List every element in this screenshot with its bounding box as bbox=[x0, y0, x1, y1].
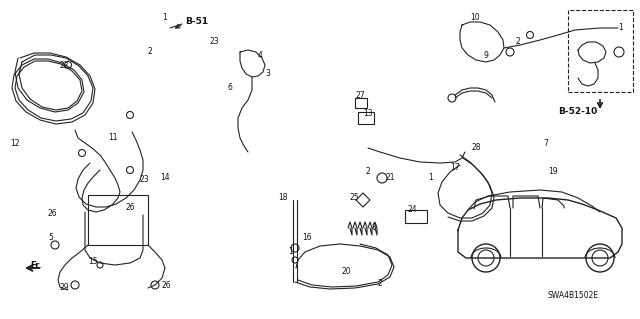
Text: 18: 18 bbox=[278, 194, 287, 203]
Text: 9: 9 bbox=[484, 50, 489, 60]
Text: 29: 29 bbox=[60, 283, 70, 292]
Text: 24: 24 bbox=[408, 205, 418, 214]
Text: 13: 13 bbox=[363, 108, 372, 117]
Text: 2: 2 bbox=[365, 167, 370, 176]
Text: 16: 16 bbox=[302, 234, 312, 242]
Text: 22: 22 bbox=[60, 61, 70, 70]
Text: 26: 26 bbox=[125, 203, 134, 211]
Text: 1: 1 bbox=[428, 174, 433, 182]
Text: 1: 1 bbox=[618, 24, 623, 33]
Text: 4: 4 bbox=[258, 50, 263, 60]
Text: 26: 26 bbox=[48, 209, 58, 218]
Text: 17: 17 bbox=[450, 162, 460, 172]
Bar bbox=[568, 10, 633, 92]
Text: 2: 2 bbox=[378, 278, 383, 287]
Text: 23: 23 bbox=[140, 175, 150, 184]
Text: Fr.: Fr. bbox=[30, 261, 42, 270]
Text: 11: 11 bbox=[108, 133, 118, 143]
Text: B-51: B-51 bbox=[185, 18, 208, 26]
Bar bbox=[355, 98, 367, 108]
Text: 21: 21 bbox=[385, 173, 394, 182]
Text: 20: 20 bbox=[342, 268, 351, 277]
Text: 23: 23 bbox=[210, 38, 220, 47]
Text: 15: 15 bbox=[88, 257, 98, 266]
Text: 26: 26 bbox=[162, 280, 172, 290]
Text: 28: 28 bbox=[472, 144, 481, 152]
Text: 1: 1 bbox=[288, 248, 292, 256]
Text: 3: 3 bbox=[265, 69, 270, 78]
Text: 5: 5 bbox=[48, 234, 53, 242]
Text: 14: 14 bbox=[160, 174, 170, 182]
Text: 27: 27 bbox=[356, 92, 365, 100]
Text: 8: 8 bbox=[372, 224, 377, 233]
Text: 7: 7 bbox=[543, 138, 548, 147]
Bar bbox=[88, 195, 148, 245]
Text: 1: 1 bbox=[162, 13, 167, 23]
Text: 19: 19 bbox=[548, 167, 557, 176]
Bar bbox=[358, 112, 374, 124]
Text: B-52-10: B-52-10 bbox=[558, 108, 597, 116]
Text: 25: 25 bbox=[350, 192, 360, 202]
Bar bbox=[405, 210, 427, 223]
Text: 12: 12 bbox=[10, 138, 19, 147]
Text: 6: 6 bbox=[228, 84, 233, 93]
Text: 10: 10 bbox=[470, 13, 479, 23]
Text: 2: 2 bbox=[516, 38, 521, 47]
Text: SWA4B1502E: SWA4B1502E bbox=[548, 291, 599, 300]
Text: 2: 2 bbox=[148, 48, 153, 56]
